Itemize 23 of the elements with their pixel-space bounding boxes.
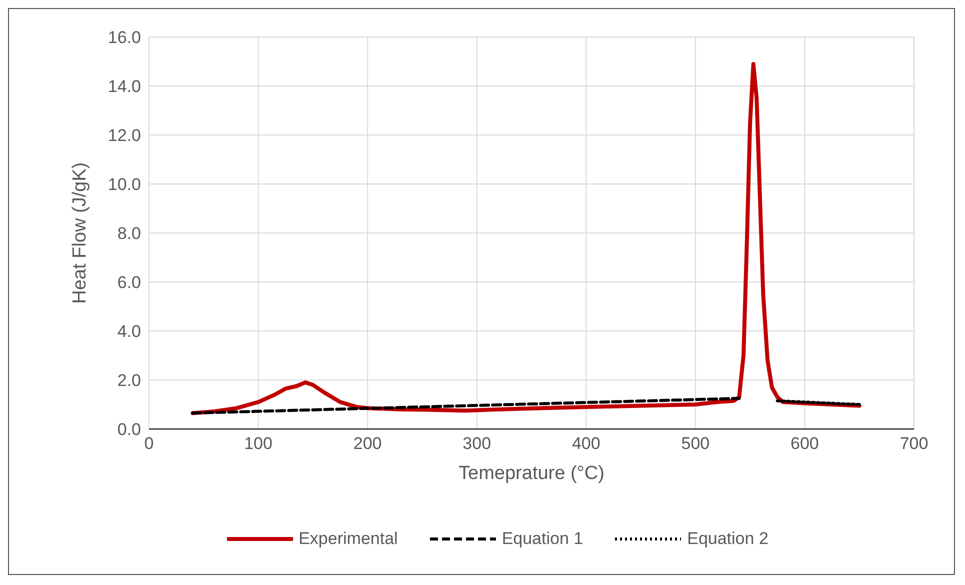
x-tick-label: 100 [244,434,272,454]
x-axis-title: Temeprature (°C) [458,463,604,484]
y-tick-label: 14.0 [108,77,141,96]
y-axis-title: Heat Flow (J/gK) [70,162,91,304]
x-tick-label: 700 [900,434,928,454]
y-tick-label: 4.0 [117,322,141,342]
legend-label: Equation 2 [687,529,768,549]
y-tick-label: 8.0 [117,224,141,244]
legend-label: Experimental [298,529,398,549]
y-tick-label: 0.0 [117,420,141,440]
x-tick-label: 500 [681,434,710,454]
y-tick-label: 6.0 [117,273,141,292]
x-tick-label: 0 [144,434,154,454]
y-tick-label: 16.0 [108,28,141,48]
legend-label: Equation 1 [502,529,584,549]
y-tick-label: 10.0 [108,175,141,194]
y-tick-label: 2.0 [117,371,141,390]
x-tick-label: 600 [790,434,819,454]
x-tick-label: 200 [353,434,382,454]
x-tick-label: 400 [572,434,600,454]
y-tick-label: 12.0 [108,126,141,146]
x-tick-label: 300 [462,434,492,454]
line-series [190,62,862,416]
